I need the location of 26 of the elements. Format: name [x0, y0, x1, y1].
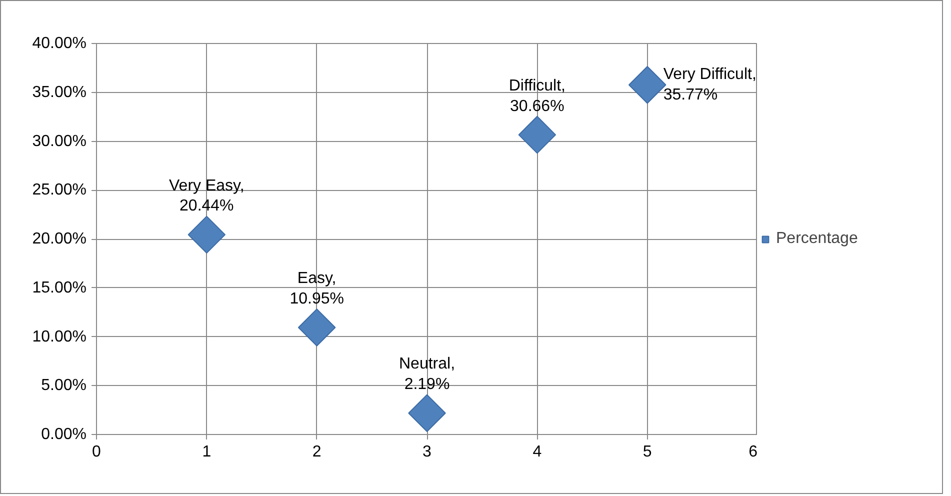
x-tick-label: 1	[202, 444, 212, 460]
y-tick-label: 40.00%	[32, 35, 86, 52]
point	[298, 308, 336, 346]
point	[408, 394, 446, 432]
y-tick-label: 15.00%	[32, 279, 86, 296]
point	[518, 116, 556, 154]
data-label: Easy, 10.95%	[290, 270, 344, 308]
data-label: Neutral, 2.19%	[398, 356, 456, 394]
legend-label: Percentage	[776, 230, 858, 248]
x-tick-label: 2	[312, 444, 322, 460]
y-tick-label: 0.00%	[41, 426, 87, 443]
data-label: Very Difficult, 35.77%	[663, 66, 756, 104]
y-tick-label: 30.00%	[32, 132, 86, 150]
y-tick-label: 20.00%	[32, 230, 86, 248]
x-tick-label: 5	[642, 444, 652, 460]
y-tick-label: 25.00%	[32, 182, 86, 199]
x-tick-label: 0	[92, 444, 102, 460]
point	[188, 216, 226, 254]
x-tick-label: 4	[532, 444, 542, 460]
y-tick-label: 10.00%	[32, 328, 86, 346]
y-tick-label: 35.00%	[32, 84, 86, 101]
data-label: Difficult, 30.66%	[508, 77, 566, 115]
x-tick-label: 6	[748, 444, 758, 460]
x-tick-label: 3	[422, 444, 432, 460]
y-tick-label: 5.00%	[41, 377, 87, 394]
data-label: Very Easy, 20.44%	[169, 177, 244, 215]
